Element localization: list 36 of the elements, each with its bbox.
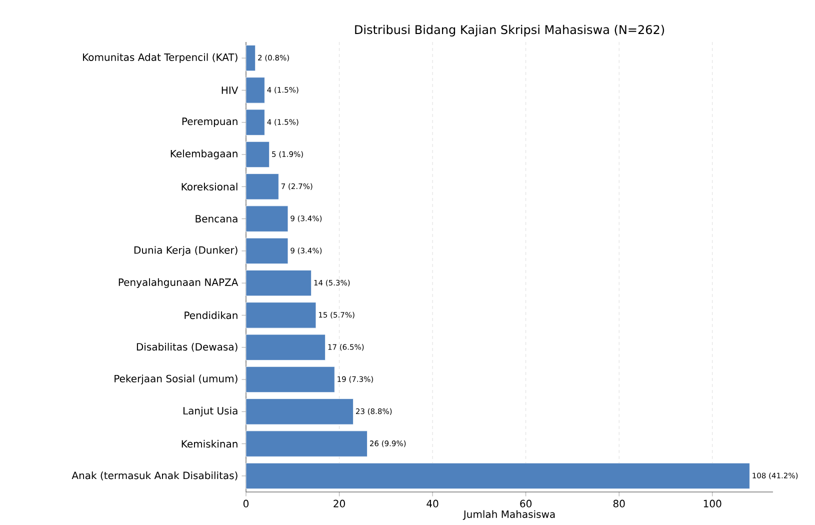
x-tick-label: 80 (613, 500, 625, 508)
bar (246, 174, 279, 200)
y-tick-label: Koreksional (182, 182, 238, 191)
bar (246, 141, 270, 168)
y-tick-label: Pekerjaan Sosial (umum) (114, 374, 238, 384)
bar (246, 334, 326, 360)
y-tick-label: Dunia Kerja (Dunker) (134, 246, 238, 256)
bar (246, 206, 288, 232)
y-tick-label: Bencana (196, 215, 238, 222)
y-tick-label: Disabilitas (Dewasa) (136, 342, 238, 352)
x-tick-label: 20 (334, 500, 345, 508)
bar (246, 398, 354, 425)
y-tick-label: Perempuan (182, 118, 238, 128)
bar (246, 302, 316, 328)
y-tick-label: Penyalahgunaan NAPZA (118, 278, 238, 288)
bar (246, 77, 265, 104)
chart-title: Distribusi Bidang Kajian Skripsi Mahasiswa (N=262) (355, 24, 664, 36)
bar (246, 45, 256, 72)
x-axis-title: Jumlah Mahasiswa (462, 510, 555, 520)
x-tick-label: 0 (243, 500, 249, 508)
x-tick-label: 60 (520, 500, 532, 508)
bar (246, 270, 312, 296)
y-tick-label: Pendidikan (184, 311, 238, 320)
bar (246, 109, 265, 136)
bar (246, 430, 368, 457)
y-tick-label: Lanjut Usia (184, 406, 238, 416)
x-tick-label: 100 (704, 500, 722, 508)
y-tick-label: Komunitas Adat Terpencil (KAT) (83, 53, 238, 63)
y-tick-label: Kemiskinan (182, 440, 238, 448)
x-tick-label: 40 (426, 500, 438, 508)
bar (246, 366, 335, 393)
y-tick-label: HIV (222, 86, 238, 94)
y-tick-label: Kelembagaan (170, 150, 238, 160)
bar (246, 238, 288, 264)
y-tick-label: Anak (termasuk Anak Disabilitas) (72, 471, 238, 480)
bar (246, 462, 750, 489)
